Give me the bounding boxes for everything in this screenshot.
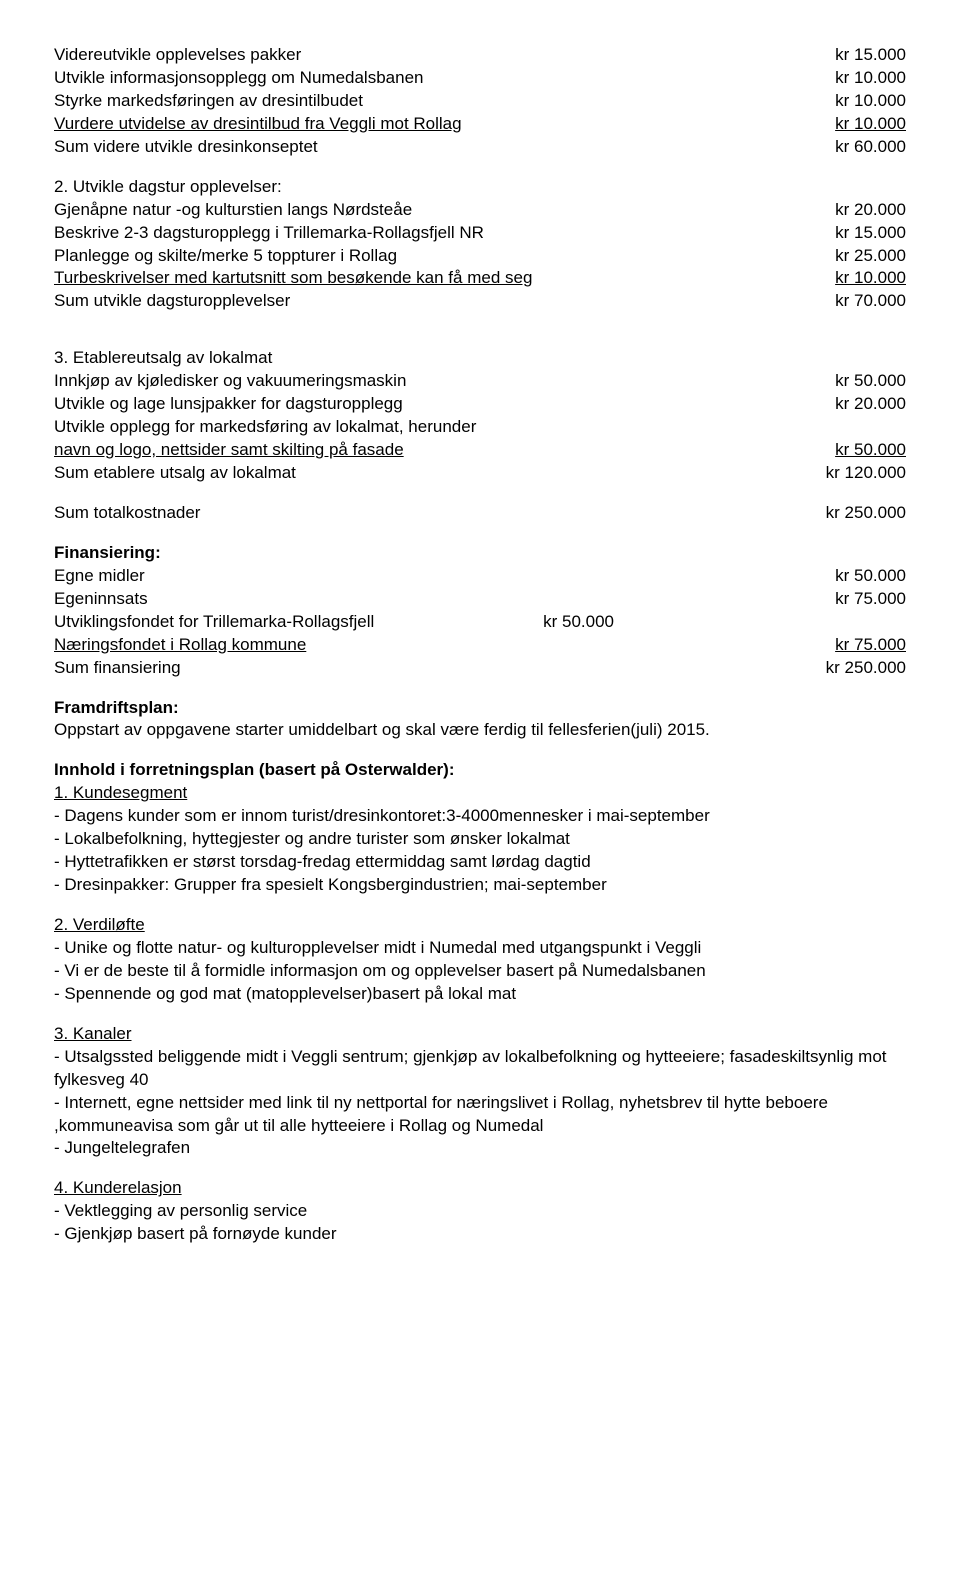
budget-row: navn og logo, nettsider samt skilting på… — [54, 439, 906, 462]
total-label: Sum totalkostnader — [54, 502, 810, 525]
row-val: kr 50.000 — [819, 439, 906, 462]
budget-row: Utviklingsfondet for Trillemarka-Rollags… — [54, 611, 614, 634]
budget-row: Sum etablere utsalg av lokalmatkr 120.00… — [54, 462, 906, 485]
row-label: Utviklingsfondet for Trillemarka-Rollags… — [54, 611, 527, 634]
seg2-line: - Unike og flotte natur- og kulturopplev… — [54, 937, 906, 960]
row-val: kr 15.000 — [819, 44, 906, 67]
section2: 2. Utvikle dagstur opplevelser: Gjenåpne… — [54, 176, 906, 314]
row-val: kr 50.000 — [527, 611, 614, 634]
row-val: kr 75.000 — [819, 588, 906, 611]
seg1-title: 1. Kundesegment — [54, 782, 906, 805]
row-val: kr 10.000 — [819, 267, 906, 290]
financing: Finansiering: Egne midlerkr 50.000 Egeni… — [54, 542, 906, 680]
seg3-line: - Jungeltelegrafen — [54, 1137, 906, 1160]
seg3-line: - Internett, egne nettsider med link til… — [54, 1092, 906, 1138]
seg4-line: - Vektlegging av personlig service — [54, 1200, 906, 1223]
budget-row: Sum utvikle dagsturopplevelserkr 70.000 — [54, 290, 906, 313]
seg2-title: 2. Verdiløfte — [54, 914, 906, 937]
seg3-line: - Utsalgssted beliggende midt i Veggli s… — [54, 1046, 906, 1092]
seg1-line: - Dagens kunder som er innom turist/dres… — [54, 805, 906, 828]
seg2-line: - Spennende og god mat (matopplevelser)b… — [54, 983, 906, 1006]
row-label: Sum utvikle dagsturopplevelser — [54, 290, 819, 313]
row-label: Sum videre utvikle dresinkonseptet — [54, 136, 819, 159]
row-label: Utvikle informasjonsopplegg om Numedalsb… — [54, 67, 819, 90]
row-label: Styrke markedsføringen av dresintilbudet — [54, 90, 819, 113]
row-label: Utvikle og lage lunsjpakker for dagsturo… — [54, 393, 819, 416]
budget-row: Videreutvikle opplevelses pakkerkr 15.00… — [54, 44, 906, 67]
seg4-line: - Gjenkjøp basert på fornøyde kunder — [54, 1223, 906, 1246]
row-val: kr 20.000 — [819, 199, 906, 222]
budget-row: Styrke markedsføringen av dresintilbudet… — [54, 90, 906, 113]
row-val: kr 75.000 — [819, 634, 906, 657]
forretningsplan: Innhold i forretningsplan (basert på Ost… — [54, 759, 906, 1246]
framdriftsplan: Framdriftsplan: Oppstart av oppgavene st… — [54, 697, 906, 743]
total-row: Sum totalkostnaderkr 250.000 — [54, 502, 906, 525]
section2-title: 2. Utvikle dagstur opplevelser: — [54, 176, 906, 199]
section1: Videreutvikle opplevelses pakkerkr 15.00… — [54, 44, 906, 159]
row-label: Næringsfondet i Rollag kommune — [54, 634, 819, 657]
row-label: Sum finansiering — [54, 657, 810, 680]
row-label: Planlegge og skilte/merke 5 toppturer i … — [54, 245, 819, 268]
total-val: kr 250.000 — [810, 502, 906, 525]
budget-row: Utvikle og lage lunsjpakker for dagsturo… — [54, 393, 906, 416]
row-val: kr 15.000 — [819, 222, 906, 245]
section3: 3. Etablereutsalg av lokalmat Innkjøp av… — [54, 347, 906, 485]
seg2-line: - Vi er de beste til å formidle informas… — [54, 960, 906, 983]
row-val: kr 10.000 — [819, 90, 906, 113]
row-label: Gjenåpne natur -og kulturstien langs Nør… — [54, 199, 819, 222]
row-val: kr 25.000 — [819, 245, 906, 268]
budget-row: Gjenåpne natur -og kulturstien langs Nør… — [54, 199, 906, 222]
row-label: Egne midler — [54, 565, 819, 588]
budget-row: Turbeskrivelser med kartutsnitt som besø… — [54, 267, 906, 290]
row-val: kr 50.000 — [819, 565, 906, 588]
budget-row: Egeninnsatskr 75.000 — [54, 588, 906, 611]
row-val: kr 50.000 — [819, 370, 906, 393]
budget-row: Beskrive 2-3 dagsturopplegg i Trillemark… — [54, 222, 906, 245]
seg1-line: - Hyttetrafikken er størst torsdag-freda… — [54, 851, 906, 874]
row-label: Innkjøp av kjøledisker og vakuumeringsma… — [54, 370, 819, 393]
row-val: kr 10.000 — [819, 67, 906, 90]
row-label: Beskrive 2-3 dagsturopplegg i Trillemark… — [54, 222, 819, 245]
budget-row: Planlegge og skilte/merke 5 toppturer i … — [54, 245, 906, 268]
seg1-line: - Dresinpakker: Grupper fra spesielt Kon… — [54, 874, 906, 897]
seg4-title: 4. Kunderelasjon — [54, 1177, 906, 1200]
row-val: kr 10.000 — [819, 113, 906, 136]
row-val: kr 120.000 — [810, 462, 906, 485]
budget-row: Utvikle informasjonsopplegg om Numedalsb… — [54, 67, 906, 90]
row-label: Videreutvikle opplevelses pakker — [54, 44, 819, 67]
framdrift-body: Oppstart av oppgavene starter umiddelbar… — [54, 719, 906, 742]
budget-row: Sum videre utvikle dresinkonseptetkr 60.… — [54, 136, 906, 159]
framdrift-title: Framdriftsplan: — [54, 697, 906, 720]
budget-row: Næringsfondet i Rollag kommunekr 75.000 — [54, 634, 906, 657]
seg3-title: 3. Kanaler — [54, 1023, 906, 1046]
budget-row: Utvikle opplegg for markedsføring av lok… — [54, 416, 906, 439]
forretningsplan-title: Innhold i forretningsplan (basert på Ost… — [54, 759, 906, 782]
budget-row: Sum finansieringkr 250.000 — [54, 657, 906, 680]
financing-title: Finansiering: — [54, 542, 906, 565]
budget-row: Vurdere utvidelse av dresintilbud fra Ve… — [54, 113, 906, 136]
row-label: Turbeskrivelser med kartutsnitt som besø… — [54, 267, 819, 290]
row-val: kr 70.000 — [819, 290, 906, 313]
row-label: navn og logo, nettsider samt skilting på… — [54, 439, 819, 462]
seg1-line: - Lokalbefolkning, hyttegjester og andre… — [54, 828, 906, 851]
budget-row: Innkjøp av kjøledisker og vakuumeringsma… — [54, 370, 906, 393]
section3-title: 3. Etablereutsalg av lokalmat — [54, 347, 906, 370]
row-val: kr 20.000 — [819, 393, 906, 416]
row-val: kr 60.000 — [819, 136, 906, 159]
budget-row: Egne midlerkr 50.000 — [54, 565, 906, 588]
row-val: kr 250.000 — [810, 657, 906, 680]
row-label: Vurdere utvidelse av dresintilbud fra Ve… — [54, 113, 819, 136]
row-label: Sum etablere utsalg av lokalmat — [54, 462, 810, 485]
row-label: Egeninnsats — [54, 588, 819, 611]
